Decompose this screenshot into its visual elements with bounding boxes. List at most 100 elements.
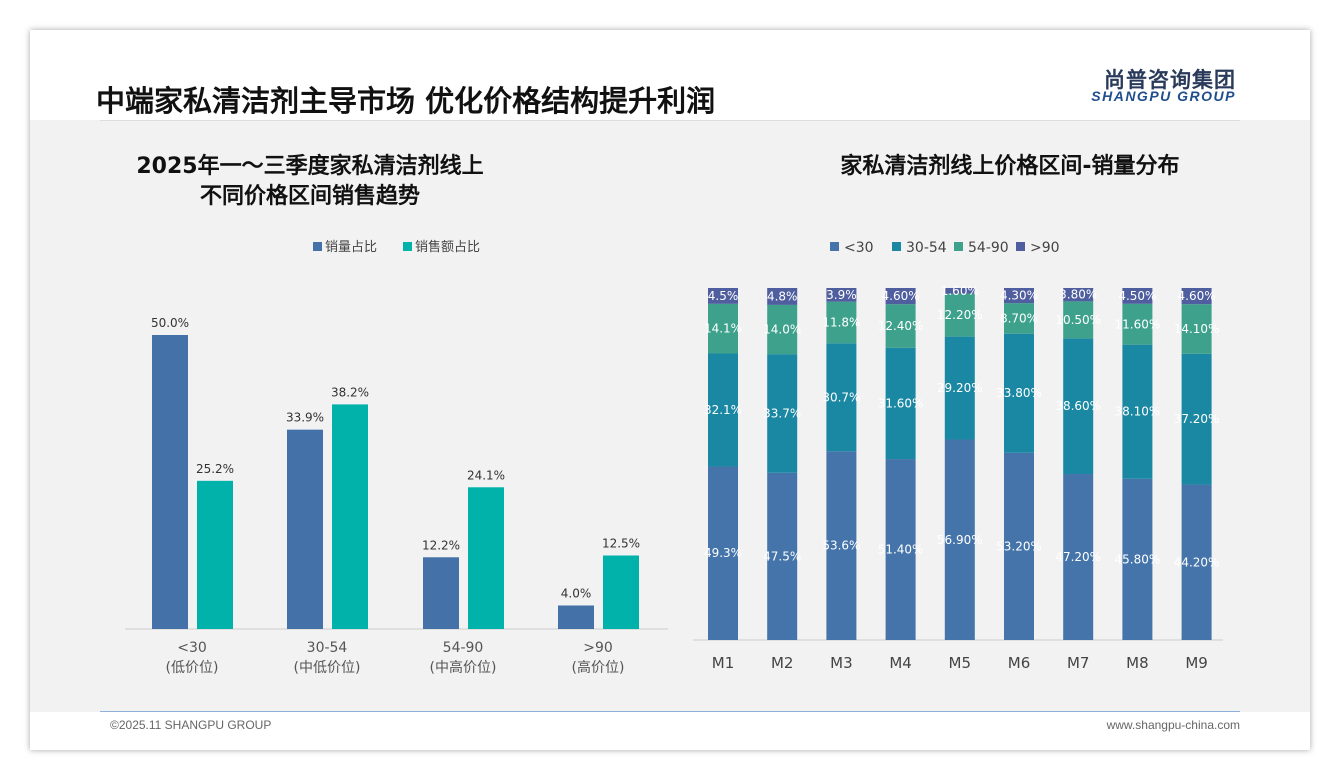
data-label: 25.2%	[196, 462, 234, 476]
bar	[423, 557, 459, 629]
segment-label: 14.1%	[704, 322, 742, 336]
bar	[287, 429, 323, 629]
tick-label: M3	[830, 654, 853, 672]
tick-label: M6	[1008, 654, 1031, 672]
logo-en: SHANGPU GROUP	[1091, 88, 1236, 104]
segment-label: 3.9%	[826, 288, 857, 302]
stacked-segment	[1004, 452, 1034, 640]
stacked-segment	[826, 288, 857, 302]
tick-label: 54-90	[443, 640, 484, 656]
data-label: 12.2%	[422, 538, 460, 552]
legend-swatch	[403, 242, 412, 251]
segment-label: 33.80%	[996, 386, 1042, 400]
legend-label: 54-90	[968, 240, 1009, 256]
tick-sublabel: (中高价位)	[430, 659, 497, 676]
segment-label: 4.30%	[1000, 289, 1038, 303]
legend-swatch	[892, 242, 901, 251]
segment-label: 32.1%	[704, 403, 742, 417]
page-title: 中端家私清洁剂主导市场 优化价格结构提升利润	[96, 84, 716, 118]
stacked-segment	[826, 343, 857, 452]
stacked-segment	[1122, 344, 1153, 479]
logo-cn: 尚普咨询集团	[1104, 68, 1236, 92]
segment-label: 1.60%	[941, 284, 979, 298]
stacked-segment	[1004, 333, 1034, 453]
segment-label: 56.90%	[937, 533, 983, 547]
stacked-segment	[708, 353, 738, 467]
legend-label: 销量占比	[325, 240, 377, 255]
stacked-segment	[1063, 288, 1094, 302]
stacked-segment	[767, 472, 798, 640]
segment-label: 53.6%	[822, 539, 860, 553]
website: www.shangpu-china.com	[1106, 718, 1240, 732]
segment-label: 49.3%	[704, 546, 742, 560]
stacked-segment	[826, 451, 857, 640]
slide: 中端家私清洁剂主导市场 优化价格结构提升利润 尚普咨询集团 SHANGPU GR…	[30, 30, 1310, 750]
tick-label: 30-54	[307, 640, 348, 656]
segment-label: 10.50%	[1055, 313, 1101, 327]
segment-label: 4.8%	[767, 289, 798, 303]
segment-label: 38.10%	[1115, 405, 1161, 419]
legend-label: >90	[1030, 240, 1060, 256]
data-label: 50.0%	[151, 316, 189, 330]
data-label: 4.0%	[561, 586, 592, 600]
data-label: 38.2%	[331, 385, 369, 399]
stacked-segment	[1004, 288, 1034, 304]
stacked-segment	[708, 288, 738, 304]
footer	[30, 712, 1310, 750]
segment-label: 38.60%	[1055, 399, 1101, 413]
segment-label: 44.20%	[1174, 555, 1220, 569]
bar	[332, 404, 368, 629]
tick-label: M5	[949, 654, 972, 672]
segment-label: 31.60%	[878, 396, 924, 410]
stacked-segment	[767, 354, 798, 473]
tick-label: M8	[1126, 654, 1149, 672]
legend-swatch	[954, 242, 963, 251]
segment-label: 29.20%	[937, 381, 983, 395]
header-divider	[100, 120, 1240, 121]
bar	[558, 605, 594, 629]
segment-label: 11.60%	[1115, 317, 1161, 331]
segment-label: 4.5%	[708, 289, 739, 303]
stacked-segment	[1122, 288, 1153, 304]
legend-swatch	[313, 242, 322, 251]
segment-label: 14.0%	[763, 323, 801, 337]
tick-sublabel: (高价位)	[572, 659, 625, 676]
tick-label: M7	[1067, 654, 1090, 672]
stacked-segment	[767, 304, 798, 355]
bar	[603, 555, 639, 629]
tick-sublabel: (中低价位)	[294, 660, 361, 676]
legend-swatch	[830, 242, 839, 251]
stacked-segment	[885, 304, 916, 348]
tick-label: M1	[712, 654, 735, 672]
left-title-line2: 不同价格区间销售趋势	[199, 184, 420, 209]
tick-label: M2	[771, 654, 794, 672]
tick-label: M4	[889, 654, 912, 672]
segment-label: 37.20%	[1174, 412, 1220, 426]
tick-label: >90	[583, 640, 613, 656]
segment-label: 14.10%	[1174, 322, 1220, 336]
footer-divider	[100, 711, 1240, 712]
bar	[197, 480, 233, 629]
tick-label: M9	[1185, 654, 1208, 672]
stacked-segment	[1063, 338, 1094, 475]
stacked-segment	[1063, 301, 1094, 339]
stacked-segment	[944, 336, 975, 440]
stacked-segment	[1063, 474, 1094, 640]
stacked-segment	[944, 293, 975, 337]
stacked-segment	[1181, 304, 1212, 354]
stacked-segment	[1181, 288, 1212, 305]
data-label: 24.1%	[467, 468, 505, 482]
segment-label: 30.7%	[822, 390, 860, 404]
stacked-segment	[708, 466, 738, 640]
stacked-segment	[885, 288, 916, 305]
segment-label: 12.20%	[937, 308, 983, 322]
segment-label: 11.8%	[822, 315, 860, 329]
header	[30, 30, 1310, 120]
stacked-segment	[1122, 303, 1153, 345]
segment-label: 47.20%	[1055, 550, 1101, 564]
stacked-segment	[767, 288, 798, 305]
segment-label: 33.7%	[763, 406, 801, 420]
legend-label: 30-54	[906, 240, 947, 256]
segment-label: 45.80%	[1115, 552, 1161, 566]
